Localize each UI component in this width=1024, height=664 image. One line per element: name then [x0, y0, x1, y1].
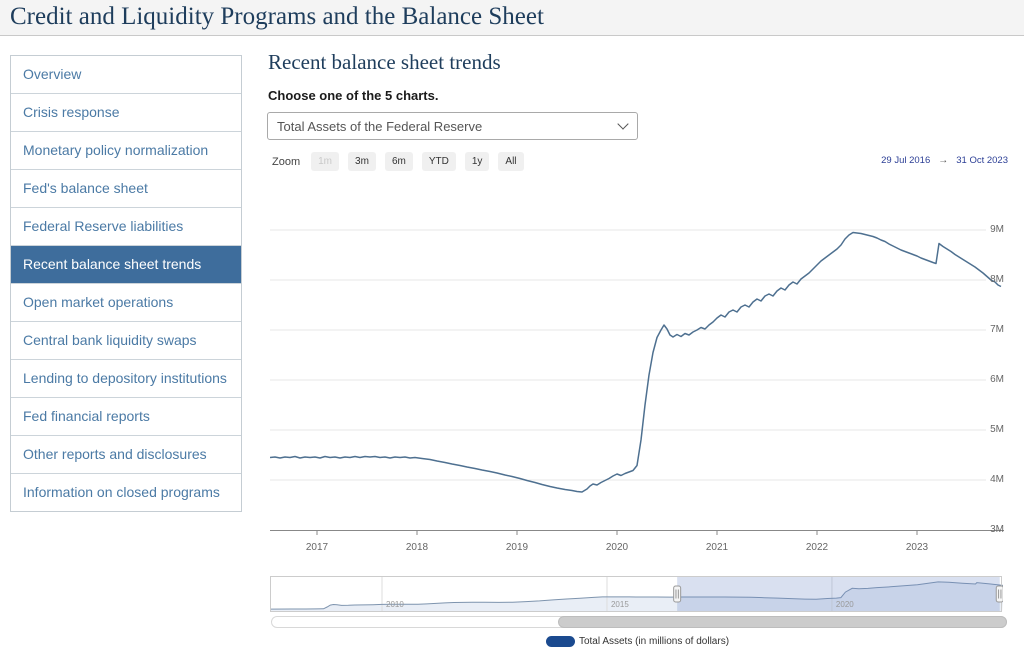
zoom-label: Zoom — [272, 155, 301, 168]
navigator-axis-label: 2020 — [835, 600, 854, 609]
sidebar-item-lending-to-depository-institutions[interactable]: Lending to depository institutions — [11, 360, 241, 398]
chart-select-dropdown[interactable]: Total Assets of the Federal Reserve — [267, 112, 638, 140]
navigator-line — [269, 581, 1003, 610]
navigator-left-handle[interactable] — [673, 585, 682, 603]
range-selector: Zoom 1m 3m 6m YTD 1y All — [272, 152, 524, 171]
x-axis-label: 2022 — [805, 542, 829, 553]
chart-legend[interactable]: Total Assets (in millions of dollars) — [270, 636, 1005, 647]
y-axis-label: 4M — [990, 474, 1004, 485]
sidebar-item-information-on-closed-programs[interactable]: Information on closed programs — [23, 484, 220, 500]
range-to-date[interactable]: 31 Oct 2023 — [956, 155, 1008, 166]
navigator-chart[interactable] — [269, 575, 1003, 614]
sidebar-nav: Overview Crisis response Monetary policy… — [10, 55, 242, 512]
zoom-button-1m[interactable]: 1m — [311, 152, 340, 171]
date-range-display: 29 Jul 2016 → 31 Oct 2023 — [881, 155, 1008, 166]
total-assets-line — [270, 231, 1002, 493]
page-title: Credit and Liquidity Programs and the Ba… — [10, 3, 544, 30]
navigator-axis-label: 2010 — [386, 600, 404, 609]
sidebar-item-recent-balance-sheet-trends[interactable]: Recent balance sheet trends — [11, 246, 241, 284]
y-axis-label: 5M — [990, 424, 1004, 435]
y-axis-label: 8M — [990, 274, 1004, 285]
main-chart — [270, 229, 1004, 535]
chart-select-value: Total Assets of the Federal Reserve — [277, 118, 483, 134]
navigator-right-handle[interactable] — [995, 585, 1003, 603]
y-axis-label: 9M — [990, 224, 1004, 235]
y-axis-label: 7M — [990, 324, 1004, 335]
navigator-scrollbar-track[interactable] — [271, 616, 1007, 628]
sidebar-item-central-bank-liquidity-swaps[interactable]: Central bank liquidity swaps — [11, 322, 241, 360]
sidebar-item-federal-reserve-liabilities[interactable]: Federal Reserve liabilities — [11, 208, 241, 246]
zoom-button-ytd[interactable]: YTD — [421, 152, 456, 171]
y-axis-label: 3M — [990, 524, 1004, 535]
y-axis-label: 6M — [990, 374, 1004, 385]
zoom-button-1y[interactable]: 1y — [464, 152, 490, 171]
range-from-date[interactable]: 29 Jul 2016 — [881, 155, 931, 166]
sidebar-item-crisis-response[interactable]: Crisis response — [11, 94, 241, 132]
navigator-axis-label: 2015 — [610, 600, 629, 609]
legend-series-marker — [545, 636, 575, 647]
sidebar-item-other-reports-and-disclosures[interactable]: Other reports and disclosures — [11, 436, 241, 474]
arrow-right-icon: → — [938, 155, 949, 166]
chart-chooser-label: Choose one of the 5 charts. — [268, 88, 439, 103]
x-axis-label: 2018 — [405, 542, 429, 553]
x-axis-label: 2021 — [705, 542, 729, 553]
x-axis-label: 2017 — [305, 542, 329, 553]
sidebar-item-monetary-policy-normalization[interactable]: Monetary policy normalization — [11, 132, 241, 170]
title-bar: Credit and Liquidity Programs and the Ba… — [0, 0, 1024, 36]
navigator-selected-region[interactable] — [677, 576, 1000, 612]
sidebar-item-overview[interactable]: Overview — [11, 56, 241, 94]
navigator-area — [270, 581, 1003, 612]
zoom-button-all[interactable]: All — [498, 152, 524, 171]
x-axis-label: 2020 — [605, 542, 629, 553]
sidebar-item-fed-financial-reports[interactable]: Fed financial reports — [11, 398, 241, 436]
x-axis-label: 2019 — [505, 542, 529, 553]
zoom-button-6m[interactable]: 6m — [384, 152, 413, 171]
sidebar-item-feds-balance-sheet[interactable]: Fed's balance sheet — [11, 170, 241, 208]
zoom-button-3m[interactable]: 3m — [348, 152, 376, 171]
sidebar-item-open-market-operations[interactable]: Open market operations — [11, 284, 241, 322]
navigator-scrollbar-thumb[interactable] — [558, 616, 1007, 628]
chevron-down-icon — [617, 118, 629, 130]
legend-series-label: Total Assets (in millions of dollars) — [578, 636, 730, 647]
section-heading: Recent balance sheet trends — [268, 50, 501, 74]
x-axis-label: 2023 — [905, 542, 929, 553]
